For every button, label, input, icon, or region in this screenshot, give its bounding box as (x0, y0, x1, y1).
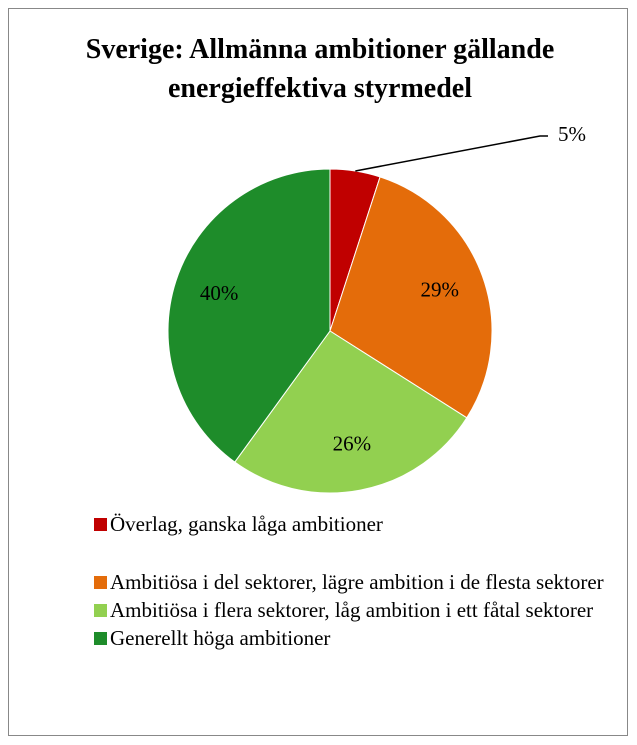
legend-item: Ambitiösa i del sektorer, lägre ambition… (94, 568, 628, 596)
pie-slice (167, 168, 331, 463)
legend-swatch (94, 518, 107, 531)
legend-item: Överlag, ganska låga ambitioner (94, 510, 628, 538)
legend-swatch (94, 576, 107, 589)
legend-item: Ambitiösa i flera sektorer, låg ambition… (94, 596, 628, 624)
data-label: 40% (200, 281, 239, 305)
legend-label: Överlag, ganska låga ambitioner (110, 512, 383, 536)
legend-swatch (94, 604, 107, 617)
chart-title: Sverige: Allmänna ambitioner gällande en… (85, 34, 555, 104)
pie-slice (234, 330, 468, 494)
legend: Överlag, ganska låga ambitioner Ambitiösa… (94, 510, 628, 652)
data-label: 26% (333, 431, 372, 455)
data-label: 5% (558, 122, 586, 146)
chart-frame (8, 8, 628, 736)
legend-label: Ambitiösa i flera sektorer, låg ambition… (110, 598, 594, 622)
leader-line (355, 135, 548, 172)
legend-label: Generellt höga ambitioner (110, 626, 331, 650)
legend-swatch (94, 632, 107, 645)
legend-label: Ambitiösa i del sektorer, lägre ambition… (110, 570, 604, 594)
legend-item: Generellt höga ambitioner (94, 624, 628, 652)
data-label: 29% (420, 277, 459, 301)
pie-slice (329, 176, 493, 419)
